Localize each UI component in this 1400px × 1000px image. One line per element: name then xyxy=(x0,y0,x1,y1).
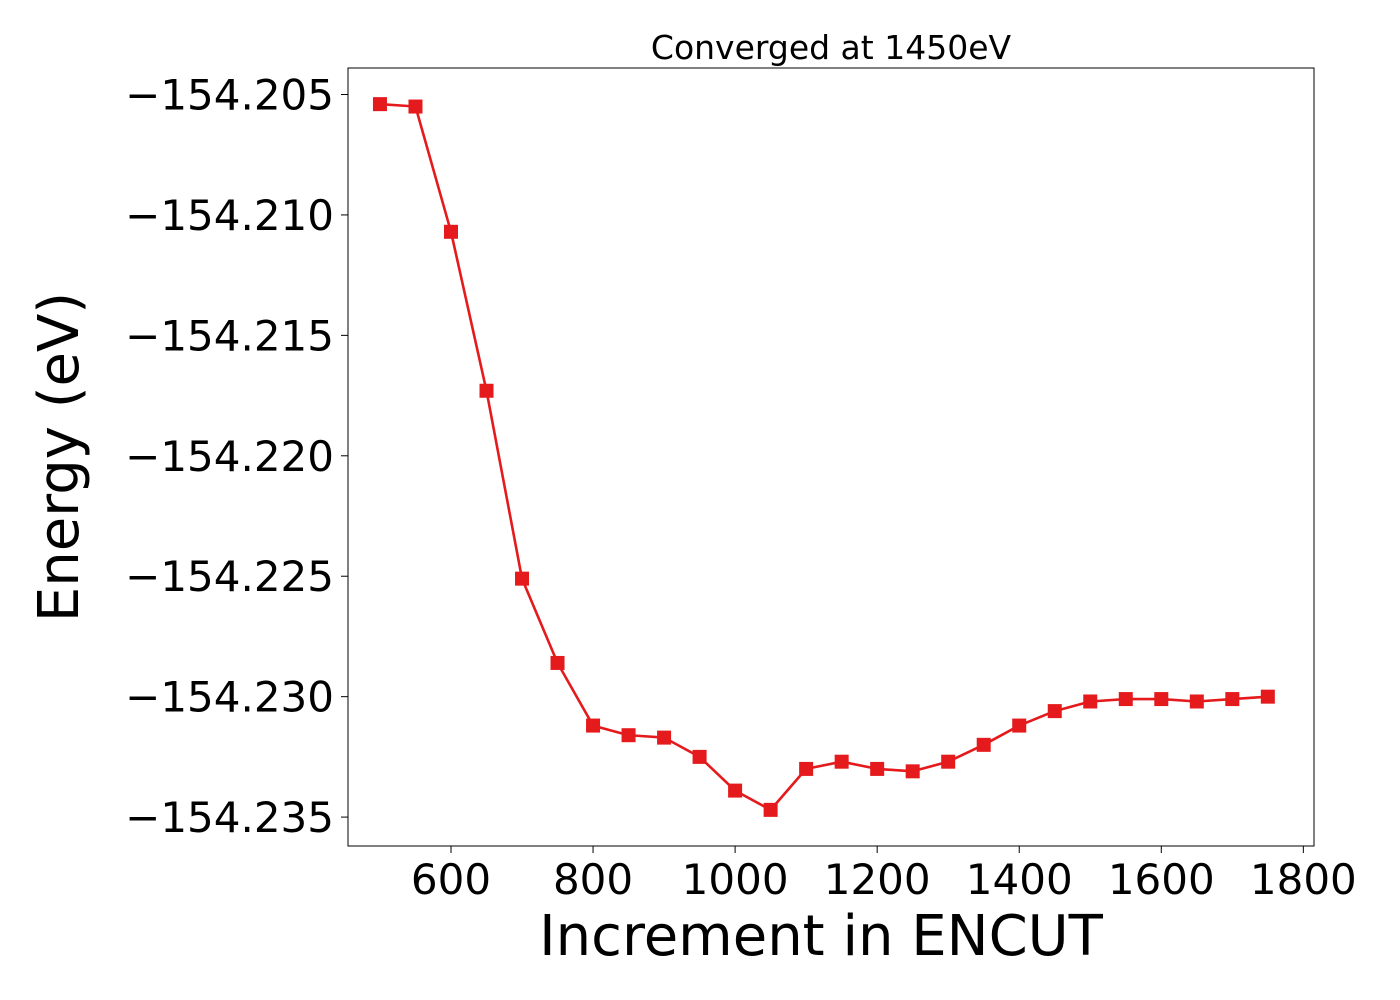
data-point-marker xyxy=(905,764,920,779)
data-point-marker xyxy=(479,383,494,398)
x-tick-label: 1200 xyxy=(824,855,931,904)
plot-frame xyxy=(347,67,1315,847)
data-point-marker xyxy=(1083,694,1098,709)
data-point-marker xyxy=(550,655,565,670)
x-tick-label: 1400 xyxy=(966,855,1073,904)
data-point-marker xyxy=(1225,692,1240,707)
data-point-marker xyxy=(976,737,991,752)
x-tick-label: 1600 xyxy=(1108,855,1215,904)
y-tick-label: −154.210 xyxy=(125,191,334,240)
y-tick-label: −154.220 xyxy=(125,432,334,481)
data-point-marker xyxy=(372,97,387,112)
data-point-marker xyxy=(1012,718,1027,733)
x-axis-label: Increment in ENCUT xyxy=(539,904,1104,969)
y-tick-label: −154.230 xyxy=(125,673,334,722)
data-point-marker xyxy=(408,99,423,114)
data-point-marker xyxy=(1189,694,1204,709)
data-point-marker xyxy=(763,802,778,817)
data-point-marker xyxy=(799,761,814,776)
y-axis-label: Energy (eV) xyxy=(27,292,92,622)
y-tick-label: −154.215 xyxy=(125,311,334,360)
x-tick-label: 1800 xyxy=(1250,855,1357,904)
y-tick-label: −154.205 xyxy=(125,70,334,119)
data-point-marker xyxy=(586,718,601,733)
x-tick-label: 600 xyxy=(411,855,491,904)
data-point-marker xyxy=(1118,692,1133,707)
data-point-marker xyxy=(515,571,530,586)
data-point-marker xyxy=(1154,692,1169,707)
x-tick-label: 800 xyxy=(553,855,633,904)
y-tick-label: −154.225 xyxy=(125,552,334,601)
data-point-marker xyxy=(692,749,707,764)
data-point-marker xyxy=(1260,689,1275,704)
x-ticks: 600 800 1000 1200 1400 1600 1800 xyxy=(411,846,1357,904)
data-point-marker xyxy=(657,730,672,745)
y-tick-label: −154.235 xyxy=(125,793,334,842)
chart-title: Converged at 1450eV xyxy=(651,28,1012,67)
y-ticks: −154.205 −154.210 −154.215 −154.220 −154.225… xyxy=(125,70,348,842)
data-point-marker xyxy=(834,754,849,769)
data-point-marker xyxy=(1047,704,1062,719)
data-point-marker xyxy=(728,783,743,798)
series-layer xyxy=(372,97,1275,817)
data-point-marker xyxy=(621,728,636,743)
data-point-marker xyxy=(941,754,956,769)
x-tick-label: 1000 xyxy=(682,855,789,904)
data-point-marker xyxy=(870,761,885,776)
data-point-marker xyxy=(443,224,458,239)
